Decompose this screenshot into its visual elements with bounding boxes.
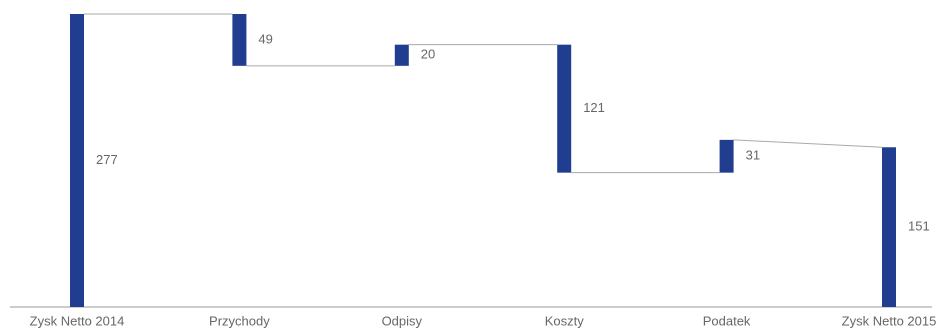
value-label: 20 [421, 47, 435, 62]
value-label: 277 [96, 152, 118, 167]
value-label: 121 [583, 100, 605, 115]
value-label: 31 [746, 148, 760, 163]
connector [733, 139, 883, 148]
x-tick-label: Odpisy [382, 313, 423, 328]
x-tick-label: Przychody [209, 313, 270, 328]
bar [394, 44, 409, 66]
x-tick-label: Zysk Netto 2014 [30, 313, 125, 328]
x-tick-label: Koszty [545, 313, 585, 328]
value-label: 151 [908, 219, 930, 234]
x-tick-label: Zysk Netto 2015 [842, 313, 937, 328]
bar [557, 44, 572, 173]
bar [70, 14, 84, 307]
bar [719, 139, 734, 173]
x-tick-label: Podatek [703, 313, 751, 328]
bar [882, 147, 896, 307]
value-label: 49 [258, 31, 272, 46]
bar [232, 14, 247, 66]
